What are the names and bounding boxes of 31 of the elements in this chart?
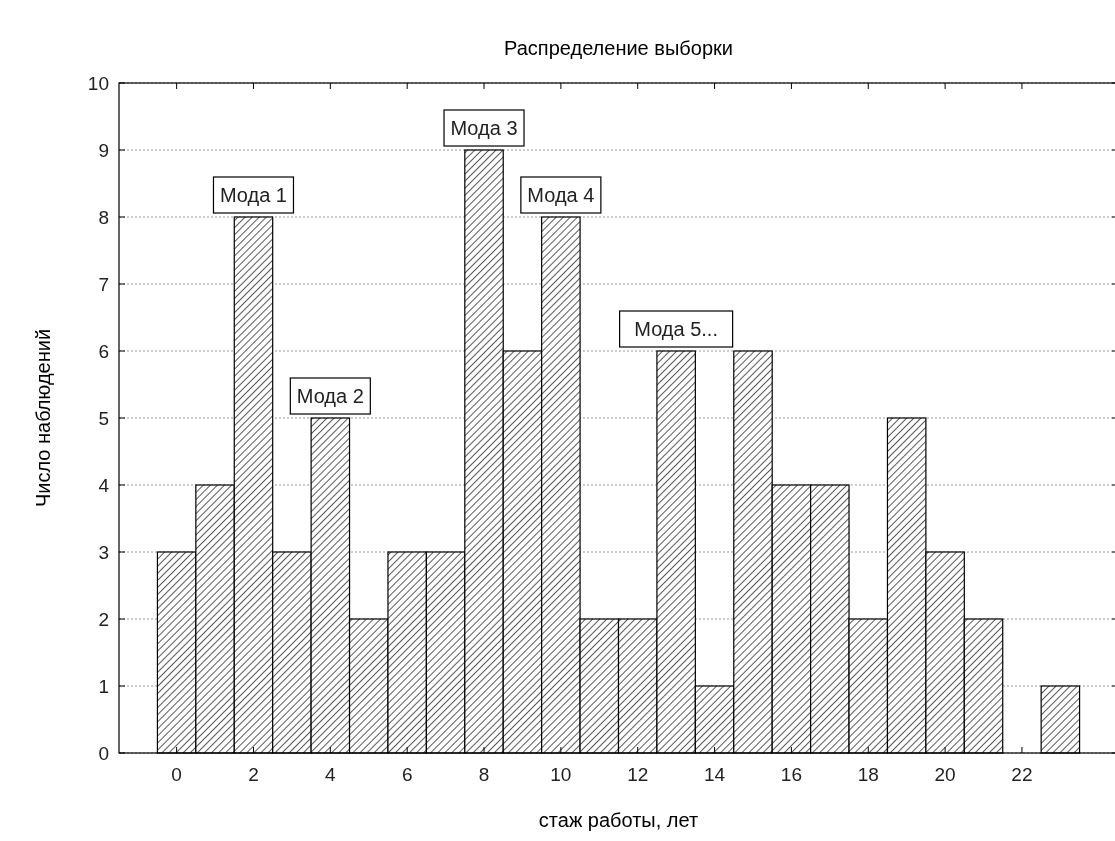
- x-tick-label: 8: [478, 764, 490, 785]
- x-tick-label: 20: [934, 764, 956, 785]
- x-tick-label: 18: [857, 764, 879, 785]
- y-axis-title: Число наблюдений: [32, 328, 54, 508]
- y-tick-label: 8: [98, 206, 109, 228]
- x-axis-title: стаж работы, лет: [538, 809, 699, 831]
- x-tick-label: 12: [627, 764, 649, 785]
- x-tick-label: 0: [171, 764, 182, 785]
- annotation: Мода 3: [450, 117, 518, 139]
- x-tick-label: 2: [248, 764, 259, 785]
- x-tick-label: 14: [703, 764, 726, 785]
- y-tick-label: 1: [98, 675, 109, 697]
- y-tick-label: 6: [98, 340, 109, 362]
- y-tick-label: 4: [98, 474, 110, 496]
- y-tick-label: 3: [98, 541, 109, 563]
- annotation: Мода 2: [296, 385, 364, 407]
- x-tick-label: 6: [401, 764, 413, 785]
- annotation: Мода 4: [527, 184, 595, 206]
- annotation: Мода 1: [219, 184, 287, 206]
- x-tick-label: 4: [325, 764, 337, 785]
- y-tick-label: 9: [98, 139, 109, 161]
- chart-title: Распределение выборки: [504, 37, 733, 59]
- annotation: Мода 5...: [634, 318, 718, 340]
- y-tick-label: 5: [98, 407, 109, 429]
- y-tick-label: 7: [98, 273, 109, 295]
- y-tick-label: 2: [98, 608, 109, 630]
- x-tick-label: 22: [1011, 764, 1033, 785]
- x-tick-label: 16: [780, 764, 802, 785]
- y-tick-label: 0: [98, 742, 109, 764]
- y-tick-label: 10: [87, 72, 109, 94]
- x-tick-label: 10: [550, 764, 572, 785]
